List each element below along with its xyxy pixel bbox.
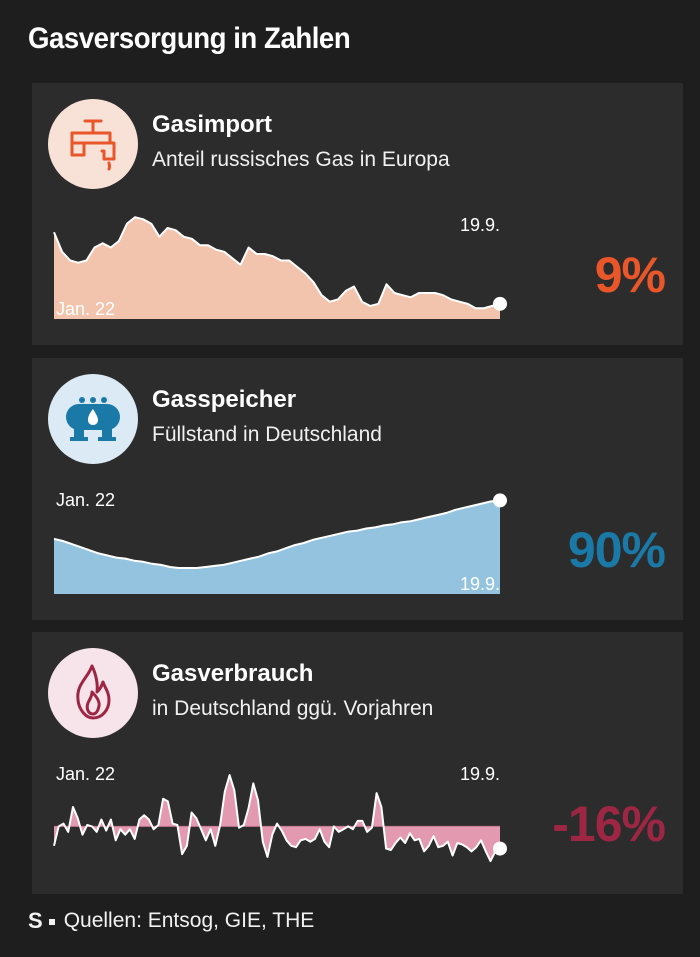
card-title: Gasimport [152,111,273,138]
chart-area [54,775,500,862]
chart-line [53,499,501,569]
x-start-label: Jan. 22 [56,764,115,784]
chart-line [53,216,501,310]
publisher-logo: S [28,908,43,933]
x-end-label: 19.9. [460,215,500,235]
x-start-label: Jan. 22 [56,299,115,319]
gas-storage-tank-icon [48,374,138,464]
chart-end-point [493,841,507,856]
chart-gasspeicher: Jan. 22 19.9. [53,490,507,594]
card-subtitle: in Deutschland ggü. Vorjahren [152,697,434,720]
value-gasspeicher: 90% [567,522,666,578]
card-subtitle: Füllstand in Deutschland [152,423,382,446]
x-end-label: 19.9. [460,574,500,594]
chart-area [54,217,500,319]
gas-tap-icon [48,99,138,189]
x-start-label: Jan. 22 [56,490,115,510]
chart-gasimport: Jan. 22 19.9. [53,215,507,319]
chart-end-point [493,493,507,508]
footer: S Quellen: Entsog, GIE, THE [28,908,314,934]
chart-end-point [493,296,507,311]
card-gasverbrauch: Gasverbrauch in Deutschland ggü. Vorjahr… [32,632,683,894]
value-gasverbrauch: -16% [552,796,666,852]
chart-line [53,774,501,863]
card-subtitle: Anteil russisches Gas in Europa [152,148,450,171]
card-gasspeicher: Gasspeicher Füllstand in Deutschland Jan… [32,358,683,620]
card-title: Gasspeicher [152,386,297,413]
flame-icon [48,648,138,738]
card-gasimport: Gasimport Anteil russisches Gas in Europ… [32,83,683,345]
page-title: Gasversorgung in Zahlen [28,22,351,55]
source-text: Quellen: Entsog, GIE, THE [63,909,315,932]
card-title: Gasverbrauch [152,660,314,687]
separator-dot [48,919,55,925]
chart-area [54,500,500,594]
x-end-label: 19.9. [460,764,500,784]
chart-gasverbrauch: Jan. 22 19.9. [53,764,507,863]
value-gasimport: 9% [594,247,666,303]
